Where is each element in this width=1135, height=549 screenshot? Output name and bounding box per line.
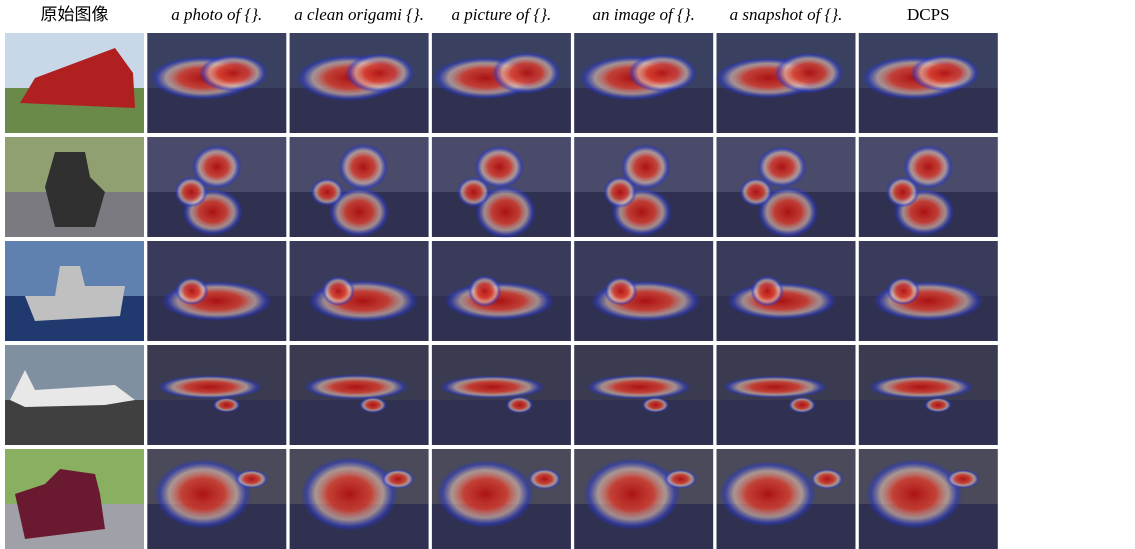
heat-blob bbox=[946, 470, 979, 489]
heat-blob bbox=[345, 53, 415, 93]
figure: 原始图像 a photo of {}. a clean origami {}. a p… bbox=[0, 0, 1135, 549]
heatmap-image bbox=[147, 449, 286, 549]
heat-blob bbox=[301, 457, 398, 531]
heatmap-image bbox=[859, 345, 998, 445]
heat-blob bbox=[866, 459, 963, 529]
heatmap-image bbox=[290, 449, 429, 549]
ground bbox=[290, 400, 429, 445]
column-header: a clean origami {}. bbox=[294, 5, 424, 24]
heat-blob bbox=[604, 276, 637, 305]
heat-blob bbox=[468, 275, 501, 307]
heat-blob bbox=[886, 177, 919, 208]
heat-blob bbox=[437, 460, 534, 528]
heatmap-image bbox=[432, 241, 571, 341]
heat-blob bbox=[506, 397, 534, 414]
heatmap-image bbox=[147, 345, 286, 445]
heatmap-image bbox=[290, 137, 429, 237]
heat-blob bbox=[359, 397, 387, 413]
heatmap-image bbox=[717, 137, 856, 238]
heatmap-image bbox=[290, 33, 429, 133]
heat-blob bbox=[603, 176, 636, 208]
heat-blob bbox=[887, 277, 920, 305]
original-image bbox=[5, 449, 144, 549]
heat-blob bbox=[869, 375, 975, 399]
heatmap-image bbox=[290, 345, 429, 445]
heat-blob bbox=[213, 397, 241, 412]
heatmap-image bbox=[717, 241, 856, 341]
heatmap-image bbox=[147, 33, 286, 133]
heatmap-image bbox=[859, 241, 998, 341]
original-image bbox=[5, 241, 144, 341]
heat-blob bbox=[586, 375, 692, 400]
heat-blob bbox=[492, 52, 562, 94]
column-header: a snapshot of {}. bbox=[730, 5, 843, 24]
heat-blob bbox=[739, 177, 772, 206]
heatmap-image bbox=[574, 345, 713, 445]
original-image bbox=[5, 33, 144, 133]
heat-blob bbox=[628, 54, 698, 93]
heat-blob bbox=[774, 52, 844, 93]
heat-blob bbox=[235, 470, 268, 489]
heat-blob bbox=[583, 458, 680, 530]
heat-blob bbox=[722, 376, 828, 399]
heat-blob bbox=[457, 177, 490, 207]
heat-blob bbox=[910, 54, 980, 92]
heat-blob bbox=[174, 177, 207, 208]
heat-blob bbox=[924, 397, 952, 412]
heat-blob bbox=[322, 276, 355, 306]
ground bbox=[432, 400, 571, 445]
heatmap-image bbox=[574, 33, 713, 133]
heat-blob bbox=[199, 54, 268, 92]
heatmap-image bbox=[574, 449, 713, 549]
heatmap-image bbox=[432, 33, 571, 133]
heatmap-image bbox=[290, 241, 429, 341]
heat-blob bbox=[719, 461, 816, 527]
heatmap-image bbox=[715, 33, 855, 133]
heat-blob bbox=[304, 374, 410, 399]
heatmap-image bbox=[432, 137, 571, 239]
heat-blob bbox=[664, 469, 697, 488]
heat-blob bbox=[642, 397, 670, 413]
column-header: a photo of {}. bbox=[171, 5, 262, 24]
heat-blob bbox=[810, 469, 843, 490]
heatmap-image bbox=[859, 449, 998, 549]
column-header: a picture of {}. bbox=[451, 5, 551, 24]
heatmap-image bbox=[574, 241, 713, 341]
heat-blob bbox=[381, 469, 414, 489]
heatmap-image bbox=[717, 449, 856, 549]
heat-blob bbox=[175, 277, 208, 305]
heatmap-image bbox=[717, 345, 856, 445]
heatmap-image bbox=[432, 345, 571, 445]
heatmap-image bbox=[859, 137, 998, 237]
column-header: 原始图像 bbox=[41, 5, 109, 24]
heatmap-image bbox=[432, 449, 571, 549]
heat-blob bbox=[310, 178, 343, 206]
column-header: DCPS bbox=[907, 5, 950, 24]
heat-blob bbox=[528, 468, 561, 489]
heat-blob bbox=[338, 144, 388, 191]
heatmap-image bbox=[147, 241, 286, 341]
heatmap-image bbox=[147, 137, 286, 237]
original-image bbox=[5, 345, 144, 445]
original-image bbox=[5, 137, 144, 237]
heat-blob bbox=[440, 375, 546, 398]
heatmap-image bbox=[859, 33, 998, 133]
heat-blob bbox=[788, 397, 816, 413]
heat-blob bbox=[154, 459, 251, 529]
heat-blob bbox=[157, 375, 263, 399]
heatmap-image bbox=[574, 137, 713, 237]
ground bbox=[717, 400, 856, 445]
column-header: an image of {}. bbox=[593, 5, 695, 24]
heat-blob bbox=[751, 276, 784, 307]
